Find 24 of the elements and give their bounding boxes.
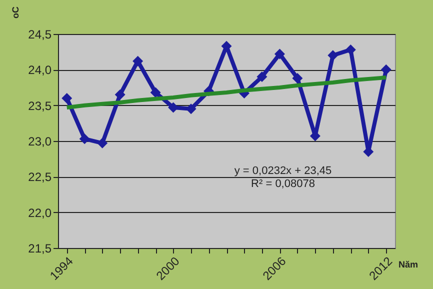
annotation: y = 0,0232x + 23,45 xyxy=(234,165,332,177)
x-axis-title: Năm xyxy=(398,260,418,270)
y-tick-label: 23,5 xyxy=(28,98,52,113)
y-tick-label: 24,0 xyxy=(28,63,52,78)
y-tick-label: 21,5 xyxy=(28,242,52,256)
point xyxy=(380,64,392,75)
y-tick-label: 23,0 xyxy=(28,134,52,148)
y-tick-label: 22,0 xyxy=(28,206,52,220)
y-tick-label: 24,5 xyxy=(28,28,52,42)
line-series xyxy=(64,76,388,110)
point xyxy=(292,72,303,84)
annotation: R² = 0,08078 xyxy=(251,178,315,190)
point xyxy=(328,50,338,61)
point xyxy=(62,92,72,104)
point xyxy=(132,56,144,66)
point xyxy=(345,44,356,55)
point xyxy=(150,87,161,98)
point xyxy=(79,134,90,144)
point xyxy=(97,138,108,148)
y-tick-label: 22,5 xyxy=(28,170,52,184)
point xyxy=(256,72,268,82)
point xyxy=(274,48,285,60)
point xyxy=(114,89,126,100)
y-axis-title: oC xyxy=(10,6,20,18)
